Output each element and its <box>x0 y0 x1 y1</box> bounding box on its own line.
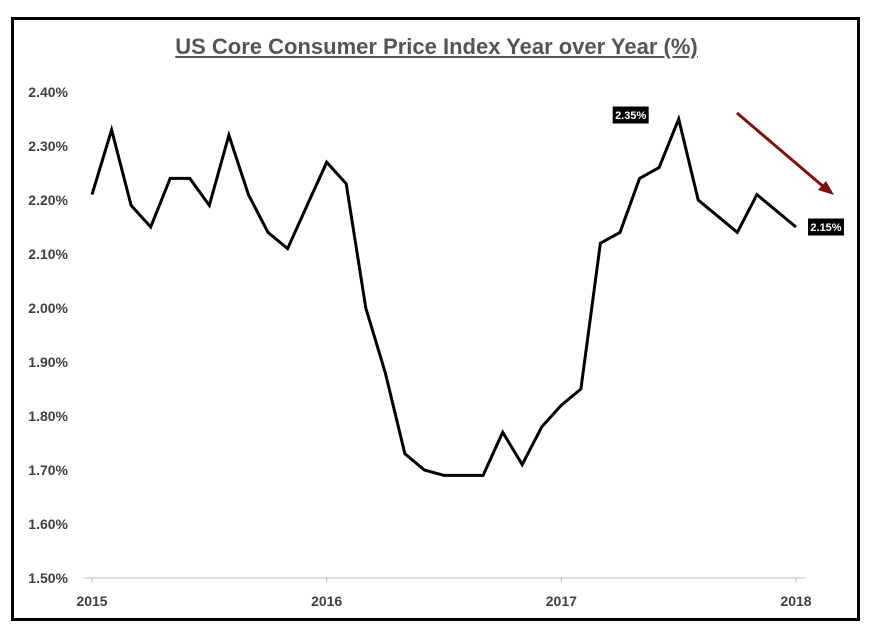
y-tick-label: 2.30% <box>28 138 68 154</box>
y-tick-label: 1.80% <box>28 408 68 424</box>
y-tick-label: 2.20% <box>28 192 68 208</box>
y-tick-label: 2.40% <box>28 84 68 100</box>
chart-title: US Core Consumer Price Index Year over Y… <box>175 34 698 59</box>
x-tick-label: 2017 <box>546 593 577 609</box>
data-label: 2.35% <box>612 106 649 124</box>
x-tick-label: 2015 <box>76 593 107 609</box>
data-labels: 2.35% 2.15% <box>612 106 844 236</box>
y-tick-labels: 1.50% 1.60% 1.70% 1.80% 1.90% 2.00% 2.10% 2.20%… <box>28 84 68 586</box>
trend-arrow <box>736 111 834 195</box>
y-tick-label: 1.70% <box>28 462 68 478</box>
data-label-box <box>612 106 649 124</box>
x-tick-labels: 2015 2016 2017 2018 <box>76 578 812 609</box>
y-tick-label: 2.00% <box>28 300 68 316</box>
trend-arrow-shaft <box>736 111 826 190</box>
y-tick-label: 1.90% <box>28 354 68 370</box>
y-tick-label: 1.50% <box>28 570 68 586</box>
data-label-text: 2.15% <box>810 222 841 234</box>
data-label-box <box>808 218 844 236</box>
series-line <box>90 114 797 477</box>
trend-arrow-head <box>818 181 834 195</box>
x-tick-label: 2018 <box>780 593 811 609</box>
data-label: 2.15% <box>808 218 844 236</box>
y-tick-label: 1.60% <box>28 516 68 532</box>
x-tick-label: 2016 <box>311 593 342 609</box>
data-label-text: 2.35% <box>615 110 646 122</box>
chart-frame <box>11 17 860 621</box>
y-tick-label: 2.10% <box>28 246 68 262</box>
